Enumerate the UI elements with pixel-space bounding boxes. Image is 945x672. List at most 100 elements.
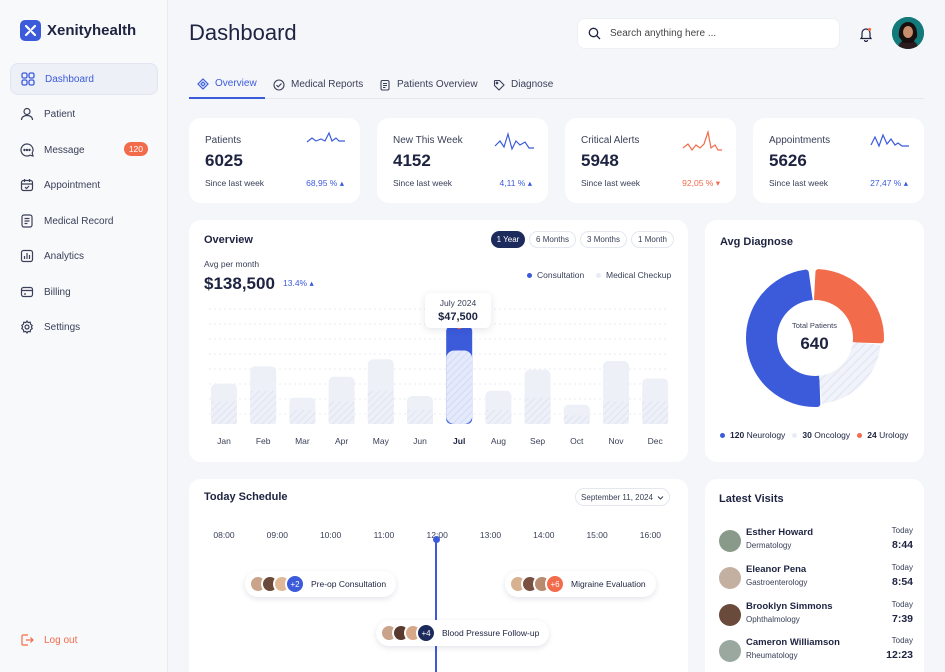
range-3-months[interactable]: 3 Months <box>580 231 627 248</box>
patient-name: Cameron Williamson <box>746 637 840 648</box>
stat-card-critical-alerts[interactable]: Critical Alerts 5948 Since last week 92,… <box>565 118 736 203</box>
tab-medical-reports[interactable]: Medical Reports <box>265 70 371 99</box>
visit-time: 8:44 <box>891 539 913 551</box>
chart-tooltip: July 2024 $47,500 <box>425 293 491 328</box>
timeline-hour-label: 15:00 <box>586 530 608 540</box>
sparkline-chart <box>682 130 722 152</box>
range-1-year[interactable]: 1 Year <box>491 231 525 248</box>
stat-card-new-this-week[interactable]: New This Week 4152 Since last week 4,11 … <box>377 118 548 203</box>
x-axis-label: Apr <box>334 436 349 446</box>
bar-consultation-jul <box>446 350 473 424</box>
event-blood-pressure-follow-up[interactable]: +4 Blood Pressure Follow-up <box>376 620 550 646</box>
bar-consultation-mar <box>289 410 316 424</box>
bar-consultation-aug <box>485 410 512 424</box>
logout-button[interactable]: Log out <box>10 625 158 655</box>
latest-visits-card: Latest Visits Esther Howard Dermatology … <box>705 479 924 672</box>
message-count-badge: 120 <box>123 142 148 156</box>
search-bar[interactable] <box>577 18 840 49</box>
sidebar-item-billing[interactable]: Billing <box>10 276 158 308</box>
diagnose-title: Avg Diagnose <box>720 236 793 248</box>
sidebar-item-message[interactable]: Message 120 <box>10 134 158 166</box>
overview-bar-chart <box>209 308 669 424</box>
stat-since: Since last week <box>581 178 641 188</box>
search-icon <box>588 27 601 40</box>
bar-consultation-jun <box>407 410 433 424</box>
visit-item[interactable]: Esther Howard Dermatology Today 8:44 <box>719 526 913 560</box>
tab-bar: Overview Medical Reports Patients Overvi… <box>189 70 924 99</box>
visit-day: Today <box>891 563 913 572</box>
range-6-months[interactable]: 6 Months <box>529 231 576 248</box>
more-attendees-badge: +6 <box>545 574 565 594</box>
bar-consultation-oct <box>563 415 590 424</box>
notification-bell-icon[interactable] <box>858 26 874 43</box>
x-axis-label: Aug <box>490 436 506 446</box>
donut-center-label: Total Patients <box>791 321 838 330</box>
visit-item[interactable]: Brooklyn Simmons Ophthalmology Today 7:3… <box>719 600 913 634</box>
stat-change: 27,47 % ▴ <box>870 178 908 188</box>
event-label: Pre-op Consultation <box>311 579 387 589</box>
visits-title: Latest Visits <box>719 493 784 505</box>
overview-card: Overview 1 Year 6 Months 3 Months 1 Mont… <box>189 220 688 462</box>
sidebar-item-dashboard[interactable]: Dashboard <box>10 63 158 95</box>
sidebar-item-medical-record[interactable]: Medical Record <box>10 205 158 237</box>
stat-since: Since last week <box>205 178 265 188</box>
stat-label: Critical Alerts <box>581 135 640 146</box>
patient-department: Dermatology <box>746 541 792 550</box>
visit-day: Today <box>891 636 913 645</box>
tab-diagnose[interactable]: Diagnose <box>485 70 561 99</box>
patient-department: Rheumatology <box>746 651 798 660</box>
visit-item[interactable]: Cameron Williamson Rheumatology Today 12… <box>719 636 913 670</box>
sidebar-item-analytics[interactable]: Analytics <box>10 240 158 272</box>
sidebar-item-label: Medical Record <box>44 215 114 227</box>
document-icon <box>21 214 33 228</box>
tab-label: Overview <box>215 78 257 89</box>
tab-patients-overview[interactable]: Patients Overview <box>371 70 486 99</box>
grid-icon <box>21 72 35 86</box>
x-axis-label: Jun <box>413 436 427 446</box>
tab-overview[interactable]: Overview <box>189 70 265 99</box>
range-1-month[interactable]: 1 Month <box>631 231 674 248</box>
x-axis-label: Mar <box>295 436 310 446</box>
tab-label: Patients Overview <box>397 79 478 90</box>
event-pre-op-consultation[interactable]: +2 Pre-op Consultation <box>245 571 397 597</box>
date-picker[interactable]: September 11, 2024 <box>575 488 670 506</box>
sidebar-item-appointment[interactable]: Appointment <box>10 169 158 201</box>
patient-department: Gastroenterology <box>746 578 808 587</box>
timeline-hour-label: 08:00 <box>213 530 235 540</box>
stat-value: 4152 <box>393 151 431 170</box>
stat-label: Patients <box>205 135 242 146</box>
stat-card-patients[interactable]: Patients 6025 Since last week 68,95 % ▴ <box>189 118 360 203</box>
patient-avatar <box>719 640 741 662</box>
chat-icon <box>20 143 34 157</box>
sidebar-item-settings[interactable]: Settings <box>10 311 158 343</box>
bar-consultation-dec <box>642 401 669 424</box>
timeline-hour-label: 14:00 <box>533 530 555 540</box>
stat-change: 92,05 % ▾ <box>682 178 720 188</box>
visit-day: Today <box>891 600 913 609</box>
diagnose-legend: 120 Neurology 30 Oncology 24 Urology <box>720 430 908 440</box>
stat-value: 5948 <box>581 151 619 170</box>
visit-time: 7:39 <box>891 613 913 625</box>
chevron-down-icon <box>657 495 664 500</box>
stat-label: New This Week <box>393 135 463 146</box>
bar-consultation-nov <box>603 401 629 424</box>
app-logo[interactable]: Xenityhealth <box>20 20 136 41</box>
more-attendees-badge: +2 <box>285 574 305 594</box>
event-migraine-evaluation[interactable]: +6 Migraine Evaluation <box>505 571 656 597</box>
legend-consultation: Consultation <box>527 270 584 280</box>
x-axis-label: Jul <box>453 436 466 446</box>
timeline-hour-label: 11:00 <box>373 530 395 540</box>
patient-name: Brooklyn Simmons <box>746 601 833 612</box>
user-avatar[interactable] <box>892 17 924 49</box>
stat-card-appointments[interactable]: Appointments 5626 Since last week 27,47 … <box>753 118 924 203</box>
patient-name: Eleanor Pena <box>746 564 807 575</box>
visit-item[interactable]: Eleanor Pena Gastroenterology Today 8:54 <box>719 563 913 597</box>
legend-oncology: 30 Oncology <box>792 430 850 440</box>
bar-consultation-sep <box>524 397 551 424</box>
diamond-icon <box>197 77 209 90</box>
tooltip-month: July 2024 <box>439 298 477 308</box>
x-axis-label: Jan <box>217 436 231 446</box>
search-input[interactable] <box>610 28 820 39</box>
sidebar-item-patient[interactable]: Patient <box>10 98 158 130</box>
overview-title: Overview <box>204 234 253 246</box>
